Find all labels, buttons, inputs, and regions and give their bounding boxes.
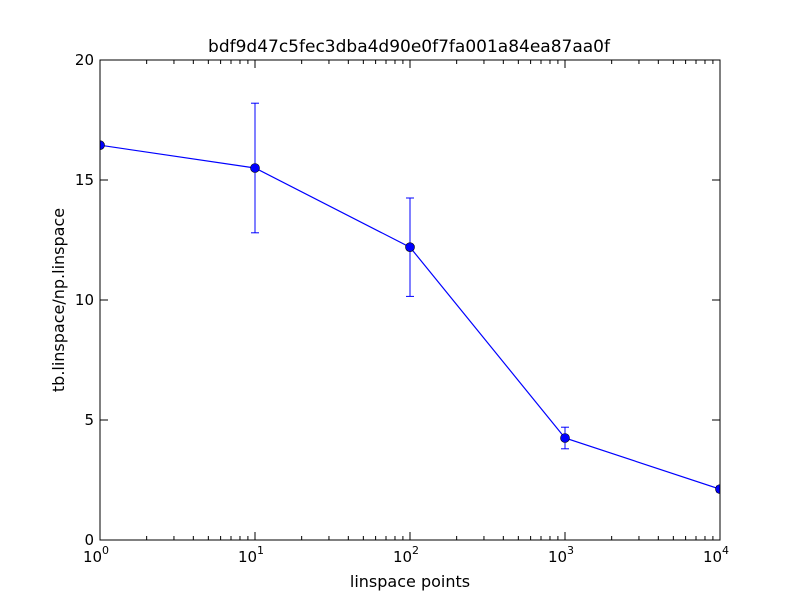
x-tick-label-exponent: 3 — [567, 544, 574, 557]
x-axis-label: linspace points — [350, 572, 470, 591]
x-tick-label-exponent: 1 — [257, 544, 264, 557]
data-point — [100, 140, 105, 150]
x-tick-label-base: 10 — [238, 548, 257, 566]
x-tick-label: 101 — [238, 544, 264, 566]
x-tick-label-exponent: 2 — [412, 544, 419, 557]
plot-area — [100, 102, 720, 494]
data-point — [560, 433, 570, 443]
y-tick-label: 5 — [84, 411, 94, 429]
x-tick-label-exponent: 4 — [722, 544, 729, 557]
x-tick-label-base: 10 — [703, 548, 722, 566]
data-point — [715, 484, 720, 494]
chart-title: bdf9d47c5fec3dba4d90e0f7fa001a84ea87aa0f — [208, 37, 611, 57]
x-tick-label-base: 10 — [548, 548, 567, 566]
axes-frame — [99, 59, 721, 541]
x-tick-label: 102 — [393, 544, 419, 566]
y-tick-label: 0 — [84, 531, 94, 549]
x-tick-label-base: 10 — [393, 548, 412, 566]
y-tick-label: 10 — [75, 291, 94, 309]
y-axis-label: tb.linspace/np.linspace — [49, 208, 68, 392]
y-tick-label: 15 — [75, 171, 94, 189]
y-tick-label: 20 — [75, 51, 94, 69]
data-point — [250, 163, 260, 173]
x-tick-label: 100 — [83, 544, 109, 566]
x-tick-label: 104 — [703, 544, 729, 566]
x-tick-label: 103 — [548, 544, 574, 566]
x-tick-label-base: 10 — [83, 548, 102, 566]
series-line — [100, 144, 720, 490]
x-tick-label-exponent: 0 — [102, 544, 109, 557]
data-point — [405, 242, 415, 252]
